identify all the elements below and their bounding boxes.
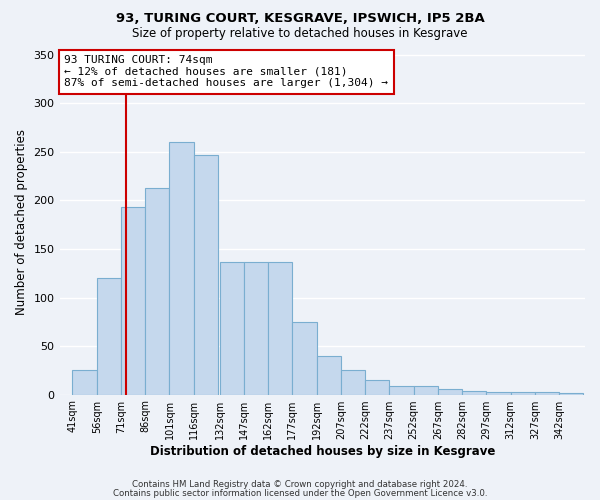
Text: Contains public sector information licensed under the Open Government Licence v3: Contains public sector information licen… (113, 488, 487, 498)
Bar (438, 389, 462, 394)
Bar (535, 392, 559, 394)
Bar (97, 278, 121, 394)
Bar (559, 392, 583, 394)
Bar (121, 207, 145, 394)
Bar (220, 262, 244, 394)
Bar (244, 262, 268, 394)
Bar (413, 386, 438, 394)
Bar (317, 356, 341, 395)
Bar (73, 370, 97, 394)
Text: 93 TURING COURT: 74sqm
← 12% of detached houses are smaller (181)
87% of semi-de: 93 TURING COURT: 74sqm ← 12% of detached… (64, 55, 388, 88)
Bar (169, 142, 194, 395)
Bar (487, 392, 511, 394)
Text: Contains HM Land Registry data © Crown copyright and database right 2024.: Contains HM Land Registry data © Crown c… (132, 480, 468, 489)
Bar (268, 262, 292, 394)
Text: Size of property relative to detached houses in Kesgrave: Size of property relative to detached ho… (132, 28, 468, 40)
Bar (365, 380, 389, 394)
Bar (194, 155, 218, 394)
Y-axis label: Number of detached properties: Number of detached properties (15, 130, 28, 316)
Bar (292, 322, 317, 394)
X-axis label: Distribution of detached houses by size in Kesgrave: Distribution of detached houses by size … (149, 444, 495, 458)
Bar (511, 392, 535, 394)
Bar (341, 370, 365, 394)
Bar (389, 386, 413, 394)
Text: 93, TURING COURT, KESGRAVE, IPSWICH, IP5 2BA: 93, TURING COURT, KESGRAVE, IPSWICH, IP5… (116, 12, 484, 26)
Bar (462, 390, 487, 394)
Bar (145, 188, 169, 394)
